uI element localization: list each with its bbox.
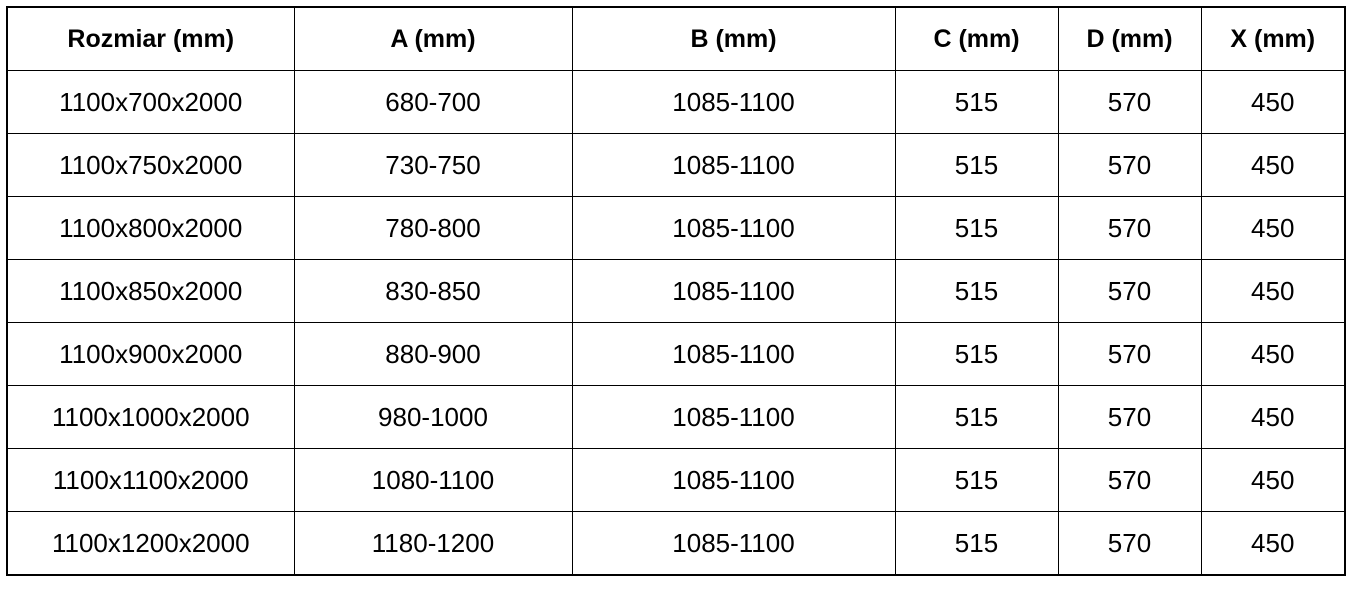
table-cell: 980-1000 [293, 385, 573, 449]
column-header: A (mm) [293, 6, 573, 71]
table-cell: 1100x850x2000 [6, 259, 295, 323]
table-cell: 450 [1200, 511, 1346, 576]
table-cell: 450 [1200, 385, 1346, 449]
table-cell: 1100x800x2000 [6, 196, 295, 260]
table-row: 1100x1000x2000 980-1000 1085-1100 515 570 450 [6, 385, 1346, 449]
table-row: 1100x1200x2000 1180-1200 1085-1100 515 570 45… [6, 511, 1346, 576]
table-cell: 515 [894, 448, 1059, 512]
table-cell: 450 [1200, 196, 1346, 260]
table-cell: 570 [1057, 448, 1202, 512]
table-cell: 1085-1100 [571, 70, 896, 134]
table-cell: 570 [1057, 70, 1202, 134]
table-cell: 570 [1057, 196, 1202, 260]
table-row: 1100x750x2000 730-750 1085-1100 515 570 450 [6, 133, 1346, 197]
table-cell: 515 [894, 133, 1059, 197]
table-cell: 450 [1200, 322, 1346, 386]
column-header: X (mm) [1200, 6, 1346, 71]
dimensions-table: Rozmiar (mm) A (mm) B (mm) C (mm) D (mm) X (m… [6, 6, 1346, 576]
table-cell: 680-700 [293, 70, 573, 134]
table-cell: 515 [894, 70, 1059, 134]
table-cell: 450 [1200, 259, 1346, 323]
table-cell: 1085-1100 [571, 385, 896, 449]
table-row: 1100x700x2000 680-700 1085-1100 515 570 450 [6, 70, 1346, 134]
table-row: 1100x800x2000 780-800 1085-1100 515 570 450 [6, 196, 1346, 260]
table-row: 1100x850x2000 830-850 1085-1100 515 570 450 [6, 259, 1346, 323]
table-cell: 780-800 [293, 196, 573, 260]
table-cell: 1085-1100 [571, 448, 896, 512]
column-header: B (mm) [571, 6, 896, 71]
table-cell: 515 [894, 322, 1059, 386]
table-cell: 515 [894, 385, 1059, 449]
table-cell: 1085-1100 [571, 511, 896, 576]
table-cell: 1085-1100 [571, 259, 896, 323]
table-cell: 1100x700x2000 [6, 70, 295, 134]
table-cell: 1100x900x2000 [6, 322, 295, 386]
table-cell: 450 [1200, 70, 1346, 134]
table-cell: 1085-1100 [571, 133, 896, 197]
table-row: 1100x900x2000 880-900 1085-1100 515 570 450 [6, 322, 1346, 386]
table-cell: 450 [1200, 133, 1346, 197]
table-cell: 830-850 [293, 259, 573, 323]
table-cell: 1100x1000x2000 [6, 385, 295, 449]
table-cell: 1080-1100 [293, 448, 573, 512]
table-cell: 515 [894, 511, 1059, 576]
header-row: Rozmiar (mm) A (mm) B (mm) C (mm) D (mm) X (m… [6, 6, 1346, 71]
table-cell: 1085-1100 [571, 322, 896, 386]
table-cell: 570 [1057, 133, 1202, 197]
table-cell: 570 [1057, 259, 1202, 323]
table-cell: 1100x1200x2000 [6, 511, 295, 576]
table-cell: 1100x1100x2000 [6, 448, 295, 512]
table-cell: 570 [1057, 322, 1202, 386]
table-row: 1100x1100x2000 1080-1100 1085-1100 515 570 45… [6, 448, 1346, 512]
column-header: D (mm) [1057, 6, 1202, 71]
column-header: Rozmiar (mm) [6, 6, 295, 71]
table-cell: 1100x750x2000 [6, 133, 295, 197]
table-cell: 880-900 [293, 322, 573, 386]
table-cell: 515 [894, 259, 1059, 323]
table-cell: 515 [894, 196, 1059, 260]
table-cell: 570 [1057, 511, 1202, 576]
table-cell: 730-750 [293, 133, 573, 197]
table-cell: 450 [1200, 448, 1346, 512]
column-header: C (mm) [894, 6, 1059, 71]
table-cell: 1180-1200 [293, 511, 573, 576]
table-cell: 570 [1057, 385, 1202, 449]
table-cell: 1085-1100 [571, 196, 896, 260]
